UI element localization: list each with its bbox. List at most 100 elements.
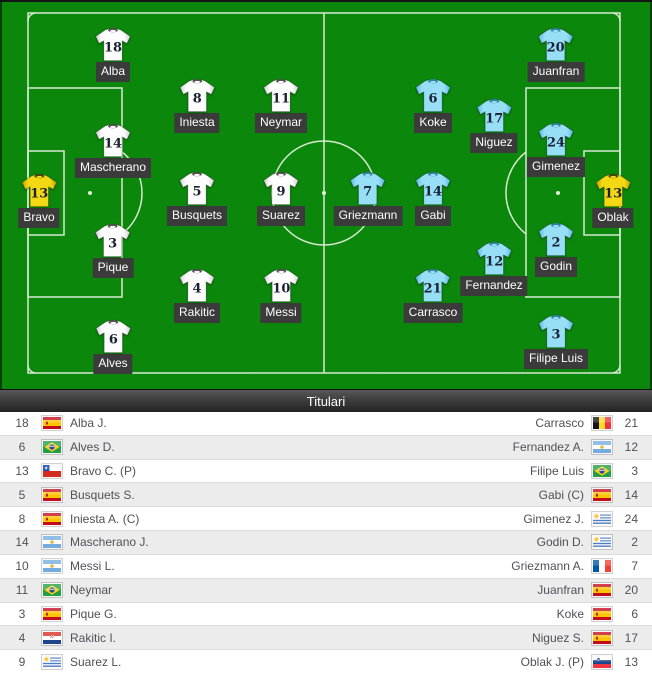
player-pique[interactable]: 3 Pique	[92, 224, 134, 278]
player-name-label[interactable]: Gimenez	[526, 157, 586, 177]
player-iniesta[interactable]: 8 Iniesta	[174, 79, 220, 133]
player-name-right[interactable]: Oblak J. (P)	[520, 654, 584, 669]
player-name-label[interactable]: Fernandez	[460, 276, 528, 296]
player-name-label[interactable]: Filipe Luis	[523, 349, 589, 369]
player-bravo[interactable]: 13 Bravo	[18, 174, 60, 228]
player-neymar[interactable]: 11 Neymar	[254, 79, 308, 133]
player-name-right[interactable]: Filipe Luis	[529, 464, 584, 479]
player-messi[interactable]: 10 Messi	[260, 269, 302, 323]
player-name-left[interactable]: Mascherano J.	[70, 535, 149, 550]
player-jersey[interactable]: 12	[475, 242, 513, 277]
player-name-label[interactable]: Gabi	[415, 206, 451, 226]
player-name-left[interactable]: Pique G.	[70, 606, 117, 621]
player-name-label[interactable]: Mascherano	[74, 158, 152, 178]
player-name-left[interactable]: Alba J.	[70, 416, 107, 431]
player-gabi[interactable]: 14 Gabi	[414, 172, 452, 226]
player-name-right[interactable]: Juanfran	[537, 583, 584, 598]
player-juanfran[interactable]: 20 Juanfran	[527, 28, 585, 82]
player-name-right[interactable]: Fernandez A.	[512, 440, 584, 455]
player-name-label[interactable]: Griezmann	[333, 206, 403, 226]
flag-france-icon	[592, 559, 612, 574]
player-fernandez[interactable]: 12 Fernandez	[460, 242, 528, 296]
player-jersey[interactable]: 13	[20, 174, 58, 209]
player-name-right[interactable]: Carrasco	[535, 416, 584, 431]
player-jersey[interactable]: 14	[414, 172, 452, 207]
player-name-label[interactable]: Iniesta	[174, 113, 220, 133]
player-jersey[interactable]: 6	[94, 320, 132, 355]
player-name-label[interactable]: Rakitic	[173, 303, 221, 323]
player-jersey[interactable]: 14	[94, 124, 132, 159]
player-alba[interactable]: 18 Alba	[94, 28, 132, 82]
player-jersey[interactable]: 5	[178, 172, 216, 207]
player-godin[interactable]: 2 Godin	[534, 223, 578, 277]
player-mascherano[interactable]: 14 Mascherano	[74, 124, 152, 178]
player-name-label[interactable]: Alba	[95, 62, 131, 82]
player-jersey[interactable]: 11	[262, 79, 300, 114]
player-name-left[interactable]: Iniesta A. (C)	[70, 511, 140, 526]
player-name-left[interactable]: Alves D.	[70, 440, 115, 455]
shirt-number-left: 4	[18, 630, 26, 645]
player-rakitic[interactable]: 4 Rakitic	[173, 269, 221, 323]
player-name-left[interactable]: Messi L.	[70, 559, 115, 574]
player-jersey[interactable]: 24	[537, 123, 575, 158]
shirt-number-right: 2	[631, 535, 638, 550]
player-name-left[interactable]: Neymar	[70, 583, 113, 598]
player-name-left[interactable]: Bravo C. (P)	[70, 464, 137, 479]
player-name-left[interactable]: Suarez L.	[70, 654, 122, 669]
player-jersey[interactable]: 21	[414, 269, 452, 304]
player-name-label[interactable]: Suarez	[256, 206, 306, 226]
player-name-label[interactable]: Messi	[260, 303, 302, 323]
player-name-label[interactable]: Koke	[414, 113, 452, 133]
player-jersey[interactable]: 2	[537, 223, 575, 258]
player-name-label[interactable]: Bravo	[18, 208, 60, 228]
player-gimenez[interactable]: 24 Gimenez	[526, 123, 586, 177]
player-jersey[interactable]: 6	[414, 79, 452, 114]
player-number: 2	[551, 236, 560, 251]
player-name-label[interactable]: Carrasco	[403, 303, 463, 323]
player-jersey[interactable]: 13	[594, 174, 632, 209]
shirt-number-right: 12	[624, 440, 638, 455]
player-name-right[interactable]: Niguez S.	[531, 630, 584, 645]
player-name-label[interactable]: Juanfran	[527, 62, 585, 82]
player-jersey[interactable]: 10	[262, 269, 300, 304]
player-alves[interactable]: 6 Alves	[93, 320, 133, 374]
player-griezmann[interactable]: 7 Griezmann	[333, 172, 403, 226]
player-name-label[interactable]: Godin	[534, 257, 578, 277]
pitch-right-border	[650, 0, 652, 389]
shirt-number-left: 3	[18, 606, 26, 621]
player-koke[interactable]: 6 Koke	[414, 79, 452, 133]
player-name-label[interactable]: Oblak	[592, 208, 634, 228]
player-jersey[interactable]: 7	[349, 172, 387, 207]
pitch-top-border	[0, 0, 652, 2]
player-jersey[interactable]: 3	[94, 224, 132, 259]
player-name-left[interactable]: Busquets S.	[70, 487, 135, 502]
player-name-label[interactable]: Neymar	[254, 113, 308, 133]
lineup-row: 4 Rakitic I. Niguez S. 17	[0, 626, 652, 651]
player-name-label[interactable]: Alves	[93, 354, 133, 374]
shirt-number-right: 20	[624, 583, 638, 598]
player-jersey[interactable]: 8	[178, 79, 216, 114]
flag-argentina-icon	[42, 559, 62, 574]
player-name-label[interactable]: Pique	[92, 258, 134, 278]
player-busquets[interactable]: 5 Busquets	[166, 172, 228, 226]
player-name-right[interactable]: Koke	[556, 606, 584, 621]
player-jersey[interactable]: 9	[262, 172, 300, 207]
player-name-right[interactable]: Godin D.	[536, 535, 584, 550]
player-filipe-luis[interactable]: 3 Filipe Luis	[523, 315, 589, 369]
player-name-left[interactable]: Rakitic I.	[70, 630, 117, 645]
player-name-label[interactable]: Busquets	[166, 206, 228, 226]
player-suarez[interactable]: 9 Suarez	[256, 172, 306, 226]
player-jersey[interactable]: 18	[94, 28, 132, 63]
player-name-right[interactable]: Gimenez J.	[523, 511, 584, 526]
player-jersey[interactable]: 17	[475, 99, 513, 134]
player-oblak[interactable]: 13 Oblak	[592, 174, 634, 228]
player-carrasco[interactable]: 21 Carrasco	[403, 269, 463, 323]
player-jersey[interactable]: 20	[537, 28, 575, 63]
player-jersey[interactable]: 4	[178, 269, 216, 304]
player-name-label[interactable]: Niguez	[470, 133, 518, 153]
player-niguez[interactable]: 17 Niguez	[470, 99, 518, 153]
player-name-right[interactable]: Griezmann A.	[511, 559, 584, 574]
player-jersey[interactable]: 3	[537, 315, 575, 350]
shirt-number-left: 11	[15, 583, 29, 598]
player-name-right[interactable]: Gabi (C)	[538, 487, 584, 502]
